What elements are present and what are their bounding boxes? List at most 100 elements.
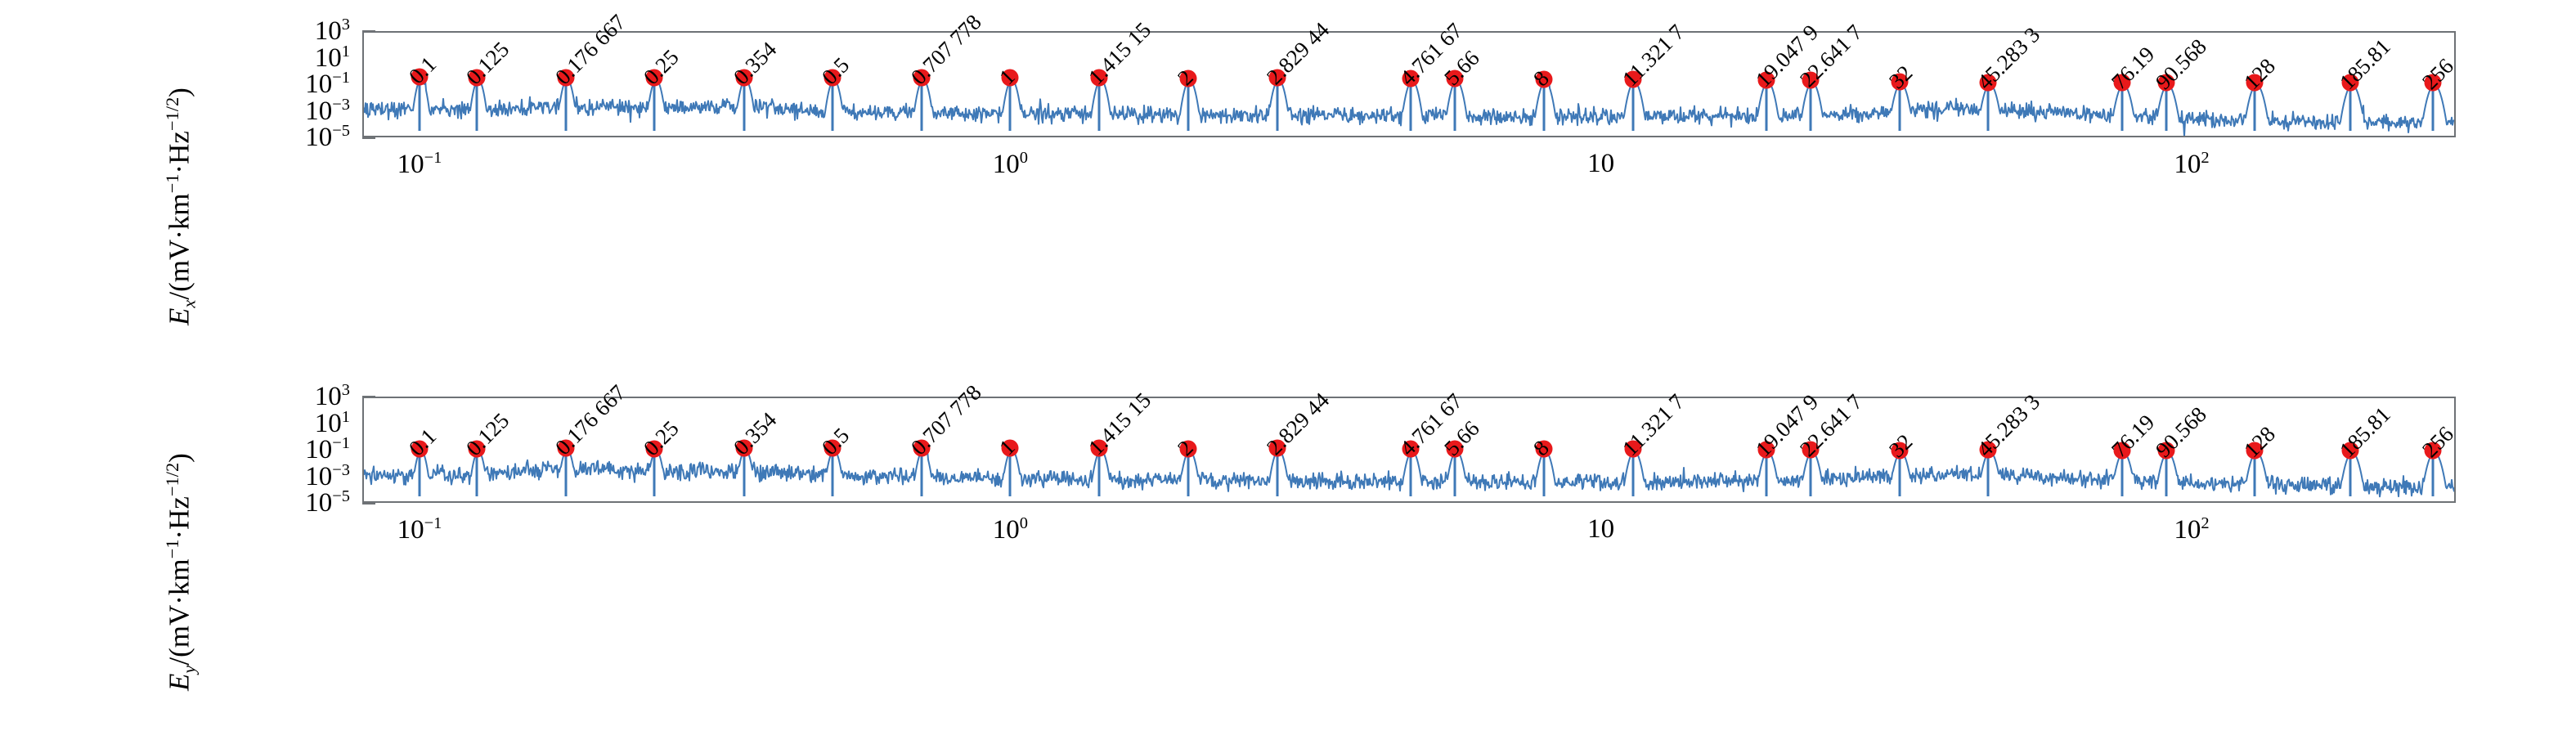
peak-marker-dot[interactable] bbox=[2424, 74, 2442, 92]
peak-stem bbox=[2165, 83, 2168, 131]
x-tick-label: 10 bbox=[1587, 514, 1615, 544]
peak-marker-dot[interactable] bbox=[1891, 73, 1909, 91]
peak-marker-dot[interactable] bbox=[2246, 74, 2264, 92]
y-tick-label: 101 bbox=[314, 42, 350, 73]
y-axis-label-ex: Ex/(mV·km−1·Hz−1/2) bbox=[162, 87, 200, 325]
peak-stem bbox=[2431, 83, 2435, 131]
peak-stem bbox=[2120, 450, 2124, 496]
peak-marker-dot[interactable] bbox=[2246, 442, 2264, 460]
peak-marker-dot[interactable] bbox=[1535, 70, 1553, 88]
peak-stem bbox=[418, 77, 421, 131]
peak-marker-dot[interactable] bbox=[1402, 440, 1420, 458]
peak-marker-dot[interactable] bbox=[824, 69, 841, 87]
peak-stem bbox=[1453, 449, 1456, 496]
peak-stem bbox=[418, 448, 421, 496]
peak-stem bbox=[2349, 450, 2352, 496]
peak-stem bbox=[2431, 450, 2435, 496]
peak-marker-dot[interactable] bbox=[557, 439, 575, 457]
peak-marker-dot[interactable] bbox=[1802, 441, 1820, 459]
peak-marker-dot[interactable] bbox=[468, 440, 486, 458]
x-tick-label: 102 bbox=[2174, 149, 2210, 179]
peak-stem bbox=[2165, 450, 2168, 496]
panel-ex: Ex/(mV·km−1·Hz−1/2) 103 101 10−1 10−3 10−5 1… bbox=[162, 9, 2458, 325]
peak-marker-dot[interactable] bbox=[2113, 74, 2131, 92]
peak-stem bbox=[743, 77, 746, 131]
peak-marker-dot[interactable] bbox=[2157, 74, 2175, 92]
peak-marker-dot[interactable] bbox=[1090, 69, 1108, 87]
peak-marker-dot[interactable] bbox=[1268, 69, 1286, 87]
peak-marker-dot[interactable] bbox=[1402, 70, 1420, 87]
peak-stem bbox=[920, 77, 923, 131]
peak-marker-dot[interactable] bbox=[1891, 442, 1909, 460]
peak-stem bbox=[1542, 79, 1546, 131]
peak-marker-dot[interactable] bbox=[2113, 442, 2131, 460]
x-tick-label: 100 bbox=[992, 514, 1028, 545]
x-tick-label: 100 bbox=[992, 149, 1028, 179]
peak-marker-dot[interactable] bbox=[1179, 70, 1197, 87]
peak-marker-dot[interactable] bbox=[913, 439, 931, 457]
peak-marker-dot[interactable] bbox=[1979, 441, 1997, 459]
peak-marker-dot[interactable] bbox=[2424, 442, 2442, 460]
peak-marker-dot[interactable] bbox=[2157, 442, 2175, 460]
peak-stem bbox=[1631, 449, 1635, 496]
y-tick-label: 10−3 bbox=[305, 460, 350, 491]
peak-marker-dot[interactable] bbox=[2341, 74, 2359, 92]
peak-stem bbox=[1898, 81, 1901, 131]
peak-marker-dot[interactable] bbox=[735, 69, 753, 87]
peak-stem bbox=[1986, 82, 1990, 131]
peak-marker-dot[interactable] bbox=[1446, 70, 1464, 87]
peak-marker-dot[interactable] bbox=[913, 69, 931, 87]
peak-marker-dot[interactable] bbox=[1090, 439, 1108, 457]
peak-marker-dot[interactable] bbox=[735, 439, 753, 457]
peak-stem bbox=[1898, 450, 1901, 496]
peak-stem bbox=[1986, 450, 1990, 496]
peak-stem bbox=[1409, 78, 1412, 131]
peak-stem bbox=[743, 447, 746, 496]
peak-stem bbox=[1008, 78, 1012, 131]
x-tick-label: 10−1 bbox=[397, 514, 442, 545]
peak-stem bbox=[1187, 448, 1190, 496]
peak-stem bbox=[1453, 78, 1456, 131]
peak-stem bbox=[1187, 78, 1190, 131]
peak-marker-dot[interactable] bbox=[1979, 74, 1997, 92]
peak-marker-dot[interactable] bbox=[1802, 71, 1820, 89]
y-tick-mark bbox=[362, 502, 375, 505]
peak-stem bbox=[1809, 80, 1812, 131]
peak-marker-dot[interactable] bbox=[411, 68, 429, 86]
peak-marker-dot[interactable] bbox=[1624, 440, 1642, 458]
peak-marker-dot[interactable] bbox=[645, 69, 663, 87]
peak-marker-dot[interactable] bbox=[1268, 439, 1286, 457]
peak-stem bbox=[564, 447, 568, 496]
peak-marker-dot[interactable] bbox=[1535, 440, 1553, 458]
y-tick-label: 10−5 bbox=[305, 487, 350, 518]
y-tick-label: 10−1 bbox=[305, 434, 350, 464]
peak-marker-dot[interactable] bbox=[1624, 70, 1642, 88]
peak-marker-dot[interactable] bbox=[1757, 71, 1775, 89]
peak-stem bbox=[1765, 450, 1768, 496]
y-tick-mark bbox=[362, 137, 375, 139]
peak-stem bbox=[1809, 450, 1812, 496]
peak-marker-dot[interactable] bbox=[2341, 442, 2359, 460]
peak-stem bbox=[1631, 79, 1635, 131]
peak-marker-dot[interactable] bbox=[411, 440, 429, 458]
peak-marker-dot[interactable] bbox=[1001, 69, 1019, 87]
peak-marker-dot[interactable] bbox=[1179, 440, 1197, 458]
peak-stem bbox=[2120, 83, 2124, 131]
peak-stem bbox=[831, 448, 834, 496]
peak-marker-dot[interactable] bbox=[1757, 441, 1775, 459]
peak-stem bbox=[831, 78, 834, 131]
peak-marker-dot[interactable] bbox=[557, 69, 575, 87]
y-tick-label: 10−1 bbox=[305, 69, 350, 99]
peak-stem bbox=[1097, 78, 1101, 131]
x-tick-label: 102 bbox=[2174, 514, 2210, 545]
peak-marker-dot[interactable] bbox=[645, 440, 663, 458]
x-tick-label: 10−1 bbox=[397, 149, 442, 179]
peak-marker-dot[interactable] bbox=[1446, 440, 1464, 458]
peak-marker-dot[interactable] bbox=[824, 439, 841, 457]
peak-stem bbox=[1008, 447, 1012, 496]
peak-marker-dot[interactable] bbox=[1001, 439, 1019, 457]
peak-stem bbox=[1542, 449, 1546, 496]
peak-marker-dot[interactable] bbox=[468, 69, 486, 87]
y-tick-label: 101 bbox=[314, 407, 350, 438]
